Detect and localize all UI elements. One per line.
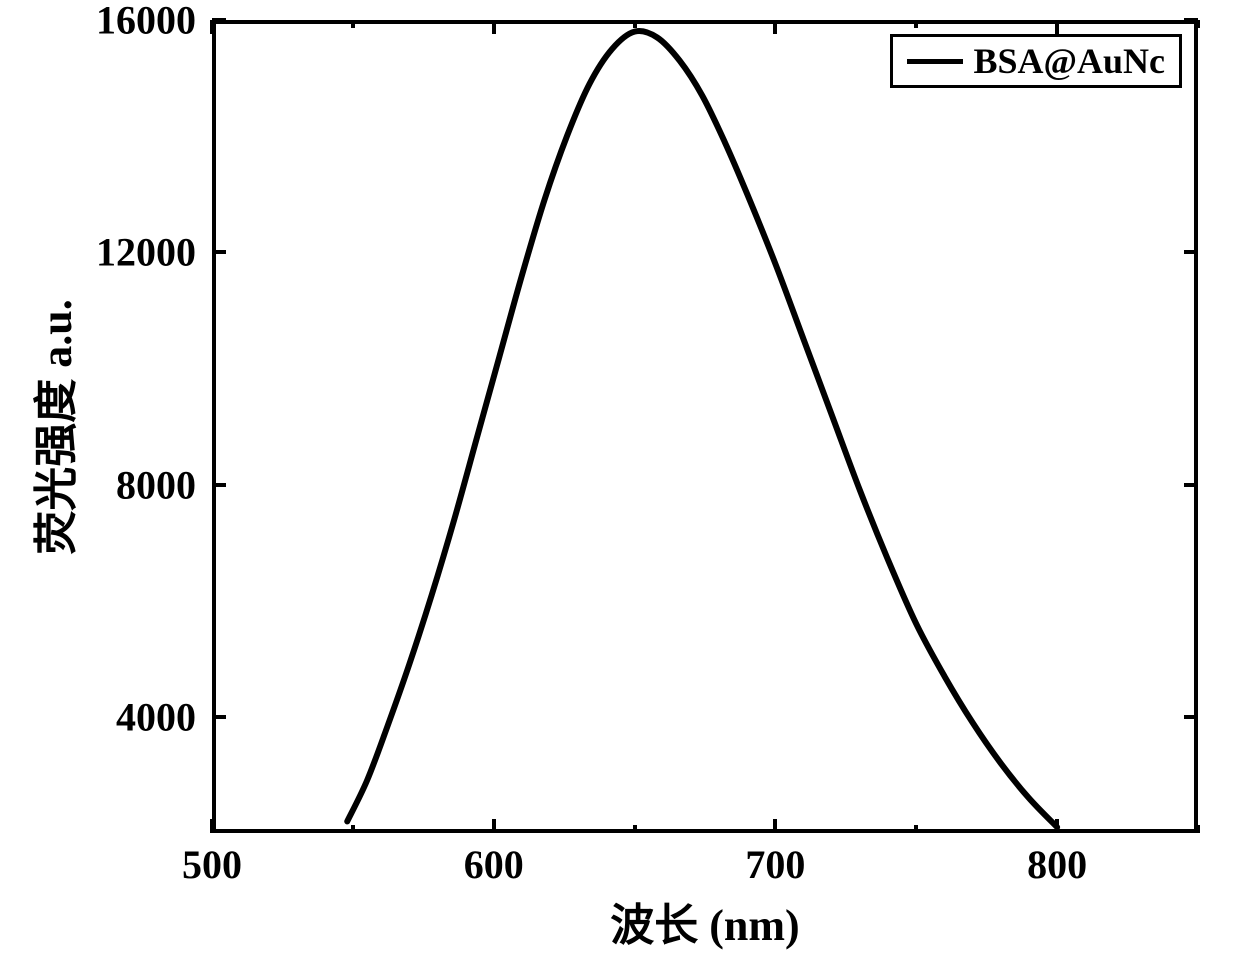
tick <box>633 825 637 833</box>
y-axis-label: 荧光强度 a.u. <box>20 299 84 554</box>
tick <box>351 20 355 28</box>
tick <box>1184 18 1198 22</box>
tick <box>210 20 214 34</box>
tick <box>212 250 226 254</box>
tick <box>1055 819 1059 833</box>
curve-svg <box>212 20 1198 833</box>
tick <box>1055 20 1059 34</box>
tick <box>1196 825 1200 833</box>
tick <box>773 20 777 34</box>
x-tick-label: 700 <box>745 841 805 888</box>
tick <box>210 819 214 833</box>
tick <box>914 825 918 833</box>
tick <box>914 20 918 28</box>
y-tick-label: 4000 <box>0 693 196 740</box>
x-tick-label: 800 <box>1027 841 1087 888</box>
tick <box>492 20 496 34</box>
legend-label: BSA@AuNc <box>973 40 1165 82</box>
tick <box>1184 483 1198 487</box>
y-tick-label: 16000 <box>0 0 196 44</box>
y-tick-label: 8000 <box>0 461 196 508</box>
x-tick-label: 500 <box>182 841 242 888</box>
y-tick-label: 12000 <box>0 229 196 276</box>
tick <box>351 825 355 833</box>
tick <box>1184 715 1198 719</box>
tick <box>1184 250 1198 254</box>
tick <box>212 483 226 487</box>
tick <box>212 18 226 22</box>
series-BSA@AuNc <box>347 31 1057 827</box>
plot-area: BSA@AuNc <box>212 20 1198 833</box>
tick <box>212 715 226 719</box>
x-tick-label: 600 <box>464 841 524 888</box>
legend-line-sample <box>907 59 963 64</box>
tick <box>633 20 637 28</box>
x-axis-label: 波长 (nm) <box>610 889 799 953</box>
tick <box>773 819 777 833</box>
legend: BSA@AuNc <box>890 34 1182 88</box>
tick <box>492 819 496 833</box>
fluorescence-spectrum-chart: BSA@AuNc 波长 (nm) 荧光强度 a.u. 500 600 700 800 4… <box>0 0 1240 972</box>
